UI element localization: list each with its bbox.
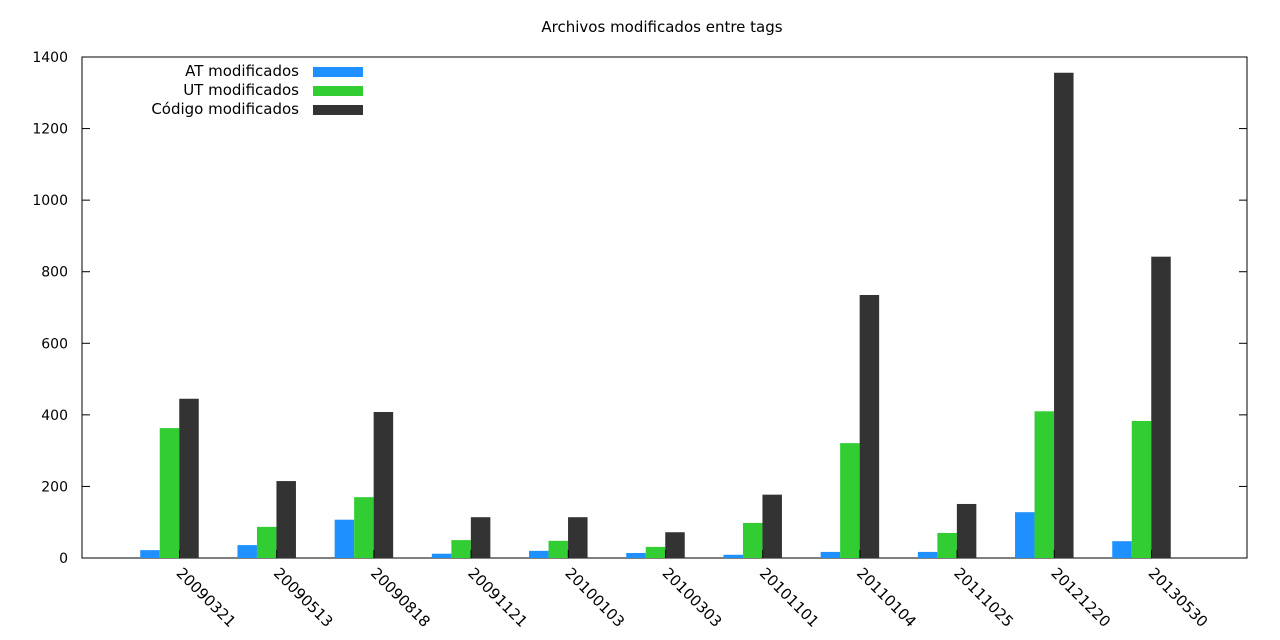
x-tick-label: 20100103 <box>561 564 628 631</box>
bar-ut-20130530 <box>1131 420 1152 558</box>
y-tick-label: 1000 <box>32 193 68 209</box>
x-tick-label: 20111025 <box>950 564 1017 631</box>
x-tick-label: 20110104 <box>853 564 920 631</box>
y-tick-label: 600 <box>41 336 68 352</box>
bar-at-20090818 <box>334 519 355 558</box>
x-tick-label: 20090818 <box>367 564 434 631</box>
y-tick-label: 200 <box>41 479 68 495</box>
bar-codigo-20111025 <box>956 503 977 558</box>
bar-at-20090321 <box>140 550 160 558</box>
y-tick-label: 400 <box>41 408 68 424</box>
legend-label: AT modificados <box>185 62 299 80</box>
bar-codigo-20101101 <box>762 494 782 558</box>
bar-codigo-20130530 <box>1151 256 1171 558</box>
bar-at-20111025 <box>917 551 938 558</box>
bar-codigo-20100303 <box>665 532 685 558</box>
x-axis: 20090321 20090513 20090818 20091121 20100103… <box>173 550 1212 631</box>
legend-label: UT modificados <box>183 81 299 99</box>
bar-at-20121220 <box>1015 512 1035 558</box>
bar-at-20100303 <box>626 552 646 558</box>
bar-codigo-20090321 <box>179 398 199 558</box>
legend-swatch <box>313 86 363 96</box>
bar-at-20101101 <box>723 554 743 558</box>
y-tick-label: 1200 <box>32 122 68 138</box>
x-tick-label: 20100303 <box>659 564 726 631</box>
bar-ut-20121220 <box>1034 411 1055 558</box>
bar-ut-20111025 <box>937 532 957 558</box>
bar-at-20091121 <box>431 553 452 558</box>
bar-ut-20101101 <box>742 522 763 558</box>
bar-at-20100103 <box>529 550 549 558</box>
x-tick-label: 20090513 <box>270 564 337 631</box>
y-axis: 0 200 400 600 800 1000 1200 1400 <box>32 50 1247 567</box>
x-tick-label: 20121220 <box>1047 564 1114 631</box>
y-tick-label: 1400 <box>32 50 68 66</box>
bar-codigo-20090513 <box>276 481 296 558</box>
legend-label: Código modificados <box>151 100 299 118</box>
bar-at-20110104 <box>820 551 841 558</box>
chart-title: Archivos modificados entre tags <box>541 18 782 36</box>
bars <box>140 72 1171 558</box>
legend-swatch <box>313 67 363 77</box>
bar-ut-20100103 <box>548 540 569 558</box>
bar-ut-20090321 <box>159 428 180 558</box>
bar-codigo-20091121 <box>470 517 491 558</box>
bar-codigo-20100103 <box>568 517 588 558</box>
bar-ut-20090818 <box>354 497 374 558</box>
x-tick-label: 20091121 <box>464 564 531 631</box>
bar-ut-20091121 <box>451 540 471 558</box>
legend-swatch <box>313 105 363 115</box>
y-tick-label: 800 <box>41 265 68 281</box>
bar-at-20130530 <box>1112 541 1132 558</box>
bar-codigo-20110104 <box>859 294 880 558</box>
bar-codigo-20090818 <box>373 411 394 558</box>
bar-codigo-20121220 <box>1054 72 1074 558</box>
bar-ut-20090513 <box>256 526 277 558</box>
bar-ut-20100303 <box>645 546 666 558</box>
bar-ut-20110104 <box>840 443 860 558</box>
bar-at-20090513 <box>237 545 257 558</box>
x-tick-label: 20090321 <box>173 564 240 631</box>
x-tick-label: 20101101 <box>756 564 823 631</box>
y-tick-label: 0 <box>59 551 68 567</box>
x-tick-label: 20130530 <box>1145 564 1212 631</box>
